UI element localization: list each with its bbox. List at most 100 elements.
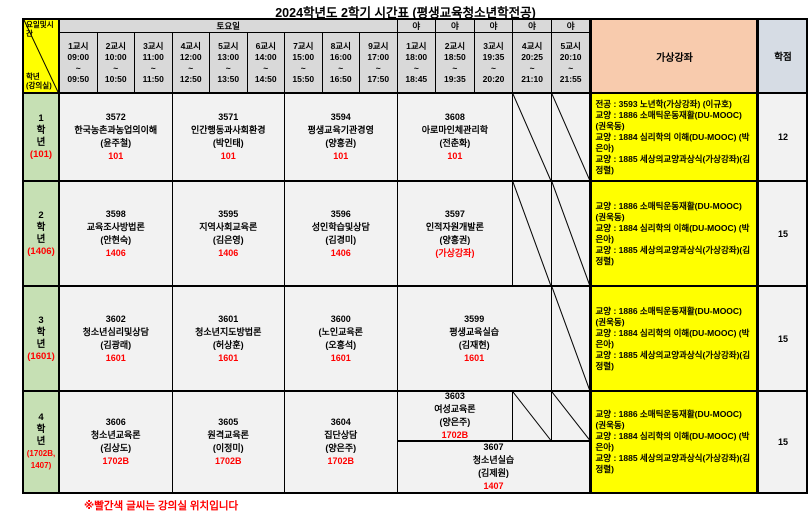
virtual-course-line: 교양 : 1885 세상의교양과상식(가상강좌)(김정렬) <box>595 153 751 175</box>
period-header-9: 9교시 17:00 ~17:50 <box>360 33 398 94</box>
diagonal-cell <box>551 182 591 287</box>
grade-cell-4: 4 학 년 (1702B, 1407) <box>24 392 60 492</box>
period-header-5: 5교시 13:00 ~13:50 <box>210 33 248 94</box>
course-room: 1407 <box>483 481 504 491</box>
night-header-2: 야 <box>436 20 475 33</box>
period-header-3: 3교시 11:00 ~11:50 <box>135 33 173 94</box>
course-code: 3572 <box>105 112 126 122</box>
virtual-courses-cell: 전공 : 3593 노년학(가상강좌) (이규호) 교양 : 1886 소매틱운… <box>590 94 758 182</box>
course-room: 1601 <box>105 352 126 363</box>
credit-header: 학점 <box>757 20 807 94</box>
course-code: 3596 <box>330 208 351 219</box>
course-professor: (박인태) <box>212 138 244 148</box>
diagonal-strike-icon <box>552 182 590 285</box>
course-code: 3602 <box>105 313 126 324</box>
course-code: 3598 <box>105 208 126 219</box>
diagonal-cell <box>513 182 552 287</box>
diagonal-cell <box>513 94 552 182</box>
saturday-header: 토요일 <box>60 20 398 33</box>
course-code: 3601 <box>218 313 239 324</box>
course-cell: 3598 교육조사방법론 (안현숙) 1406 <box>60 182 173 287</box>
course-name: 교육조사방법론 <box>86 221 145 232</box>
credit-cell: 15 <box>757 182 807 287</box>
course-code: 3597 <box>444 208 465 219</box>
corner-grade-label: 학년 (강의실) <box>26 72 52 90</box>
course-cell: 3605 원격교육론 (이정미) 1702B <box>172 392 285 492</box>
course-cell: 3572 한국농촌과농업의이해 (윤주철) 101 <box>60 94 173 182</box>
course-professor: (김광래) <box>100 339 132 350</box>
diagonal-strike-icon <box>513 94 551 180</box>
timetable: 요일및시간 학년 (강의실) 토요일 야 야 야 야 야 1교시 09:00 ~09… <box>22 18 809 494</box>
grade-room: (1702B, 1407) <box>26 449 56 470</box>
course-code: 3606 <box>105 417 126 427</box>
grade-room: (1601) <box>27 350 55 362</box>
night-period-header-2: 2교시 18:50 ~19:35 <box>436 33 475 94</box>
night-period-header-3: 3교시 19:35 ~20:20 <box>474 33 514 94</box>
course-code: 3600 <box>330 313 351 324</box>
virtual-course-line: 교양 : 1884 심리학의 이해(DU-MOOC) (박은아) <box>595 222 750 244</box>
course-code: 3599 <box>464 313 485 324</box>
course-code: 3594 <box>330 112 351 122</box>
virtual-course-line: 교양 : 1885 세상의교양과상식(가상강좌)(김정렬) <box>595 453 751 474</box>
course-professor: (김경미) <box>325 234 357 245</box>
virtual-courses-header: 가상강좌 <box>590 20 758 94</box>
credit-cell: 12 <box>757 94 807 182</box>
period-header-8: 8교시 16:00 ~16:50 <box>322 33 360 94</box>
period-header-7: 7교시 15:00 ~15:50 <box>285 33 323 94</box>
course-room: 1601 <box>330 352 351 363</box>
course-name: 평생교육기관경영 <box>307 125 374 135</box>
course-professor: (양은주) <box>325 443 357 453</box>
night-course-cell-upper: 3603 여성교육론 (양은주) 1702B <box>397 392 514 442</box>
course-name: 평생교육실습 <box>449 326 500 337</box>
period-header-2: 2교시 10:00 ~10:50 <box>97 33 135 94</box>
night-course-cell: 3597 인적자원개발론 (양홍권) (가상강좌) <box>397 182 514 287</box>
course-professor: (양홍권) <box>325 138 357 148</box>
virtual-course-line: 교양 : 1886 소매틱운동재활(DU-MOOC) (권욱동) <box>595 200 742 222</box>
course-name: 인간행동과사회환경 <box>190 125 266 135</box>
course-room: 1406 <box>218 247 239 258</box>
course-cell: 3601 청소년지도방법론 (허상훈) 1601 <box>172 287 285 392</box>
course-code: 3605 <box>218 417 239 427</box>
course-code: 3603 <box>444 392 465 401</box>
night-header-5: 야 <box>551 20 591 33</box>
course-name: 지역사회교육론 <box>199 221 258 232</box>
virtual-course-line: 교양 : 1885 세상의교양과상식(가상강좌)(김정렬) <box>595 349 751 371</box>
course-name: 성인학습및상담 <box>311 221 370 232</box>
course-room: 1406 <box>105 247 126 258</box>
course-code: 3571 <box>218 112 239 122</box>
virtual-course-line: 교양 : 1884 심리학의 이해(DU-MOOC) (박은아) <box>595 131 750 153</box>
course-professor: (양은주) <box>439 417 471 427</box>
course-professor: (전춘화) <box>439 138 471 148</box>
course-room: 101 <box>447 151 463 161</box>
virtual-course-line: 교양 : 1884 심리학의 이해(DU-MOOC) (박은아) <box>595 327 750 349</box>
corner-days-label: 요일및시간 <box>26 20 54 38</box>
course-professor: (양홍권) <box>439 234 471 245</box>
course-professor: (안현숙) <box>100 234 132 245</box>
course-cell: 3602 청소년심리및상담 (김광래) 1601 <box>60 287 173 392</box>
grade-cell-2: 2 학 년 (1406) <box>24 182 60 287</box>
virtual-course-line: 교양 : 1884 심리학의 이해(DU-MOOC) (박은아) <box>595 431 750 452</box>
course-cell: 3594 평생교육기관경영 (양홍권) 101 <box>285 94 398 182</box>
corner-cell: 요일및시간 학년 (강의실) <box>24 20 60 94</box>
course-name: 집단상담 <box>324 430 358 440</box>
grade-cell-1: 1 학 년 (101) <box>24 94 60 182</box>
room-color-footnote: ※빨간색 글씨는 강의실 위치입니다 <box>84 500 239 512</box>
night-period-header-5: 5교시 20:10 ~21:55 <box>551 33 591 94</box>
diagonal-cell <box>551 392 591 442</box>
course-code: 3595 <box>218 208 239 219</box>
night-period-header-4: 4교시 20:25 ~21:10 <box>513 33 552 94</box>
course-code: 3608 <box>444 112 465 122</box>
period-header-1: 1교시 09:00 ~09:50 <box>60 33 98 94</box>
night-period-header-1: 1교시 18:00 ~18:45 <box>397 33 437 94</box>
course-code: 3607 <box>483 442 504 452</box>
course-room: 1702B <box>102 456 130 466</box>
virtual-course-line: 교양 : 1886 소매틱운동재활(DU-MOOC) (권욱동) <box>595 305 742 327</box>
course-name: 청소년심리및상담 <box>82 326 149 337</box>
night-course-cell: 3608 아로마인체관리학 (전춘화) 101 <box>397 94 514 182</box>
course-professor: (김제원) <box>478 468 509 478</box>
diagonal-cell <box>513 392 552 442</box>
course-cell: 3595 지역사회교육론 (김은영) 1406 <box>172 182 285 287</box>
course-name: 한국농촌과농업의이해 <box>74 125 158 135</box>
virtual-course-line: 교양 : 1886 소매틱운동재활(DU-MOOC) (권욱동) <box>595 409 742 430</box>
course-name: (노인교육론 <box>318 326 363 337</box>
